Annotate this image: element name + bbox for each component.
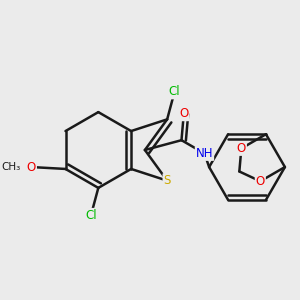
Text: Cl: Cl: [85, 209, 97, 222]
Text: O: O: [179, 107, 188, 120]
Text: O: O: [237, 142, 246, 155]
Text: NH: NH: [196, 147, 213, 160]
Text: O: O: [256, 175, 265, 188]
Text: O: O: [27, 160, 36, 173]
Text: CH₃: CH₃: [1, 162, 20, 172]
Text: S: S: [164, 174, 171, 187]
Text: Cl: Cl: [169, 85, 180, 98]
